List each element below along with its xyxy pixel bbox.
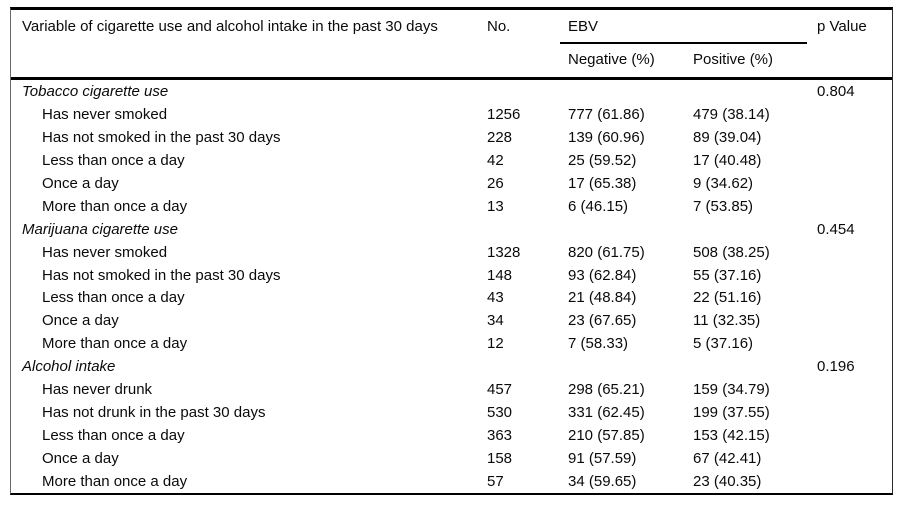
row-positive: 9 (34.62) bbox=[693, 174, 754, 192]
row-label: Once a day bbox=[42, 450, 119, 468]
row-negative: 210 (57.85) bbox=[568, 427, 645, 445]
table-row: Once a day 26 17 (65.38) 9 (34.62) bbox=[11, 172, 892, 195]
row-negative: 21 (48.84) bbox=[568, 289, 637, 307]
row-no: 228 bbox=[487, 128, 513, 146]
row-no: 363 bbox=[487, 427, 513, 445]
row-no: 13 bbox=[487, 197, 504, 215]
row-label: Has not smoked in the past 30 days bbox=[42, 266, 281, 284]
row-positive: 55 (37.16) bbox=[693, 266, 762, 284]
row-label: Has not drunk in the past 30 days bbox=[42, 404, 266, 422]
row-negative: 25 (59.52) bbox=[568, 151, 637, 169]
ebv-table: Variable of cigarette use and alcohol in… bbox=[10, 7, 893, 495]
row-negative: 298 (65.21) bbox=[568, 381, 645, 399]
row-positive: 89 (39.04) bbox=[693, 128, 762, 146]
row-label: Less than once a day bbox=[42, 289, 185, 307]
column-header-no: No. bbox=[487, 17, 511, 35]
table-row: More than once a day 57 34 (59.65) 23 (40.3… bbox=[11, 470, 892, 493]
section-p-value: 0.804 bbox=[817, 82, 855, 100]
row-no: 530 bbox=[487, 404, 513, 422]
row-negative: 23 (67.65) bbox=[568, 312, 637, 330]
row-negative: 93 (62.84) bbox=[568, 266, 637, 284]
row-label: Has never drunk bbox=[42, 381, 153, 399]
row-no: 57 bbox=[487, 473, 504, 491]
row-no: 12 bbox=[487, 335, 504, 353]
table-header-row-2: Negative (%) Positive (%) bbox=[11, 42, 892, 77]
row-positive: 67 (42.41) bbox=[693, 450, 762, 468]
column-header-positive: Positive (%) bbox=[693, 51, 774, 68]
row-positive: 7 (53.85) bbox=[693, 197, 754, 215]
section-p-value: 0.454 bbox=[817, 220, 855, 238]
section-row: Marijuana cigarette use 0.454 bbox=[11, 218, 892, 241]
table-header-row-1: Variable of cigarette use and alcohol in… bbox=[11, 10, 892, 42]
section-label: Tobacco cigarette use bbox=[22, 82, 169, 100]
column-header-negative: Negative (%) bbox=[568, 51, 655, 68]
row-label: Once a day bbox=[42, 312, 119, 330]
table-row: Once a day 158 91 (57.59) 67 (42.41) bbox=[11, 447, 892, 470]
column-header-p-value: p Value bbox=[817, 17, 867, 35]
table-header: Variable of cigarette use and alcohol in… bbox=[11, 10, 892, 80]
row-no: 148 bbox=[487, 266, 513, 284]
row-negative: 139 (60.96) bbox=[568, 128, 645, 146]
table-row: Less than once a day 363 210 (57.85) 153 (4… bbox=[11, 424, 892, 447]
row-label: Once a day bbox=[42, 174, 119, 192]
row-negative: 7 (58.33) bbox=[568, 335, 629, 353]
row-no: 34 bbox=[487, 312, 504, 330]
row-negative: 91 (57.59) bbox=[568, 450, 637, 468]
section-label: Alcohol intake bbox=[22, 358, 116, 376]
row-label: Has never smoked bbox=[42, 105, 168, 123]
row-label: Has never smoked bbox=[42, 243, 168, 261]
row-label: More than once a day bbox=[42, 197, 188, 215]
row-positive: 153 (42.15) bbox=[693, 427, 770, 445]
row-negative: 820 (61.75) bbox=[568, 243, 645, 261]
table-row: Once a day 34 23 (67.65) 11 (32.35) bbox=[11, 309, 892, 332]
row-label: More than once a day bbox=[42, 335, 188, 353]
row-positive: 22 (51.16) bbox=[693, 289, 762, 307]
row-negative: 777 (61.86) bbox=[568, 105, 645, 123]
row-positive: 17 (40.48) bbox=[693, 151, 762, 169]
row-no: 1256 bbox=[487, 105, 521, 123]
row-label: Has not smoked in the past 30 days bbox=[42, 128, 281, 146]
row-no: 26 bbox=[487, 174, 504, 192]
ebv-group-underline bbox=[560, 42, 807, 44]
table-row: Has not smoked in the past 30 days 228 139… bbox=[11, 126, 892, 149]
row-no: 42 bbox=[487, 151, 504, 169]
row-no: 43 bbox=[487, 289, 504, 307]
row-positive: 11 (32.35) bbox=[693, 312, 761, 330]
row-no: 158 bbox=[487, 450, 513, 468]
row-label: More than once a day bbox=[42, 473, 188, 491]
table-row: Has never smoked 1256 777 (61.86) 479 (38.1… bbox=[11, 103, 892, 126]
row-label: Less than once a day bbox=[42, 151, 185, 169]
row-label: Less than once a day bbox=[42, 427, 185, 445]
table-row: Has never drunk 457 298 (65.21) 159 (34.79) bbox=[11, 378, 892, 401]
table-row: Has never smoked 1328 820 (61.75) 508 (38.2… bbox=[11, 241, 892, 264]
table-row: Has not smoked in the past 30 days 148 93 … bbox=[11, 264, 892, 287]
column-header-ebv-group: EBV bbox=[568, 17, 599, 35]
row-positive: 479 (38.14) bbox=[693, 105, 770, 123]
row-negative: 6 (46.15) bbox=[568, 197, 629, 215]
row-positive: 508 (38.25) bbox=[693, 243, 770, 261]
row-no: 1328 bbox=[487, 243, 521, 261]
row-negative: 17 (65.38) bbox=[568, 174, 637, 192]
row-positive: 23 (40.35) bbox=[693, 473, 762, 491]
table-row: Has not drunk in the past 30 days 530 331 … bbox=[11, 401, 892, 424]
row-negative: 331 (62.45) bbox=[568, 404, 645, 422]
table-row: Less than once a day 42 25 (59.52) 17 (40.4… bbox=[11, 149, 892, 172]
row-positive: 5 (37.16) bbox=[693, 335, 754, 353]
table-row: More than once a day 12 7 (58.33) 5 (37.16) bbox=[11, 332, 892, 355]
row-positive: 199 (37.55) bbox=[693, 404, 770, 422]
table-row: More than once a day 13 6 (46.15) 7 (53.85) bbox=[11, 195, 892, 218]
section-row: Tobacco cigarette use 0.804 bbox=[11, 80, 892, 103]
section-label: Marijuana cigarette use bbox=[22, 220, 178, 238]
section-p-value: 0.196 bbox=[817, 358, 855, 376]
row-no: 457 bbox=[487, 381, 513, 399]
column-header-variable: Variable of cigarette use and alcohol in… bbox=[22, 17, 438, 35]
row-positive: 159 (34.79) bbox=[693, 381, 770, 399]
table-body: Tobacco cigarette use 0.804 Has never smok… bbox=[11, 80, 892, 493]
section-row: Alcohol intake 0.196 bbox=[11, 355, 892, 378]
row-negative: 34 (59.65) bbox=[568, 473, 637, 491]
table-row: Less than once a day 43 21 (48.84) 22 (51.1… bbox=[11, 287, 892, 310]
